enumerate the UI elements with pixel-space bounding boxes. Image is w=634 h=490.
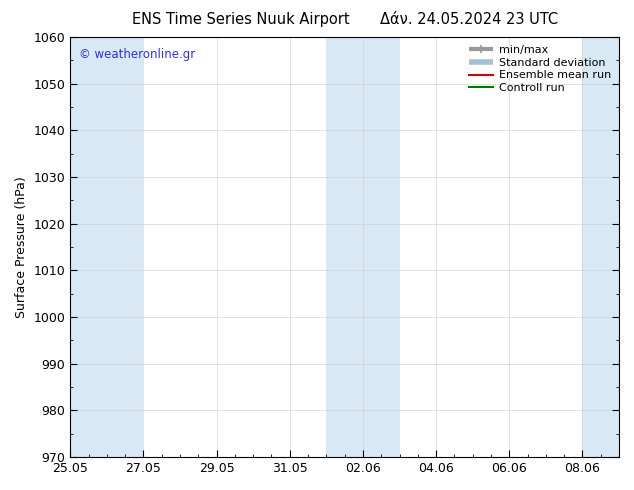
Bar xyxy=(70,37,143,457)
Text: Δάν. 24.05.2024 23 UTC: Δάν. 24.05.2024 23 UTC xyxy=(380,12,558,27)
Legend: min/max, Standard deviation, Ensemble mean run, Controll run: min/max, Standard deviation, Ensemble me… xyxy=(467,43,614,96)
Text: © weatheronline.gr: © weatheronline.gr xyxy=(79,48,195,61)
Y-axis label: Surface Pressure (hPa): Surface Pressure (hPa) xyxy=(15,176,28,318)
Bar xyxy=(583,37,634,457)
Bar xyxy=(327,37,399,457)
Text: ENS Time Series Nuuk Airport: ENS Time Series Nuuk Airport xyxy=(132,12,350,27)
